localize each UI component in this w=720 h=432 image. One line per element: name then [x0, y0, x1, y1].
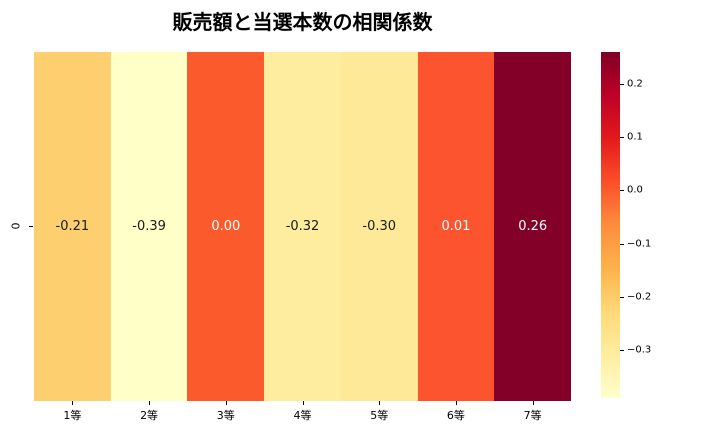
- colorbar-tick-label: 0.2: [627, 78, 643, 90]
- heatmap: -0.21 -0.39 0.00 -0.32 -0.30 0.01 0.26: [34, 52, 572, 401]
- x-axis-tick: [379, 401, 381, 405]
- colorbar-tick: [620, 243, 624, 245]
- colorbar-tick-label: −0.2: [627, 291, 652, 303]
- heatmap-cell: -0.21: [34, 52, 111, 401]
- heatmap-cell: -0.32: [264, 52, 341, 401]
- heatmap-cell: -0.39: [110, 52, 188, 401]
- heatmap-cell: -0.30: [340, 52, 418, 401]
- colorbar-tick: [620, 296, 624, 298]
- cell-annotation: -0.39: [132, 219, 166, 234]
- cell-annotation: 0.26: [518, 219, 548, 234]
- colorbar-tick: [620, 190, 624, 192]
- x-axis-tick: [532, 401, 534, 405]
- x-axis-label: 7等: [523, 409, 542, 422]
- colorbar-tick: [620, 83, 624, 85]
- x-axis-label: 1等: [63, 409, 82, 422]
- heatmap-cell: 0.00: [187, 52, 265, 401]
- colorbar-tick-label: −0.3: [627, 344, 652, 356]
- x-axis-label: 2等: [140, 409, 159, 422]
- y-axis-tick: [29, 226, 33, 227]
- colorbar-tick: [620, 350, 624, 352]
- x-axis-tick: [72, 401, 74, 405]
- x-axis-tick: [455, 401, 457, 405]
- x-axis-label: 3等: [216, 409, 235, 422]
- cell-annotation: -0.21: [55, 219, 90, 234]
- colorbar-tick-label: 0.1: [627, 131, 643, 143]
- colorbar-tick-label: 0.0: [627, 184, 643, 196]
- colorbar-tick: [620, 137, 624, 139]
- colorbar-ticks: 0.2 0.1 0.0 −0.1 −0.2 −0.3: [620, 52, 690, 398]
- x-axis-label: 5等: [370, 409, 389, 422]
- cell-annotation: -0.30: [362, 219, 397, 234]
- x-axis-label: 6等: [446, 409, 465, 422]
- colorbar: [601, 52, 620, 398]
- x-axis-tick: [225, 401, 227, 405]
- y-axis-label: 0: [8, 222, 22, 230]
- chart-title: 販売額と当選本数の相関係数: [172, 10, 433, 34]
- heatmap-cell: 0.01: [417, 52, 495, 401]
- x-axis-tick: [149, 401, 151, 405]
- cell-annotation: 0.00: [211, 219, 241, 234]
- x-axis-tick: [302, 401, 304, 405]
- heatmap-cell: 0.26: [494, 52, 572, 401]
- x-axis-label: 4等: [293, 409, 312, 422]
- colorbar-tick-label: −0.1: [627, 238, 652, 250]
- cell-annotation: 0.01: [441, 219, 471, 234]
- cell-annotation: -0.32: [285, 219, 320, 234]
